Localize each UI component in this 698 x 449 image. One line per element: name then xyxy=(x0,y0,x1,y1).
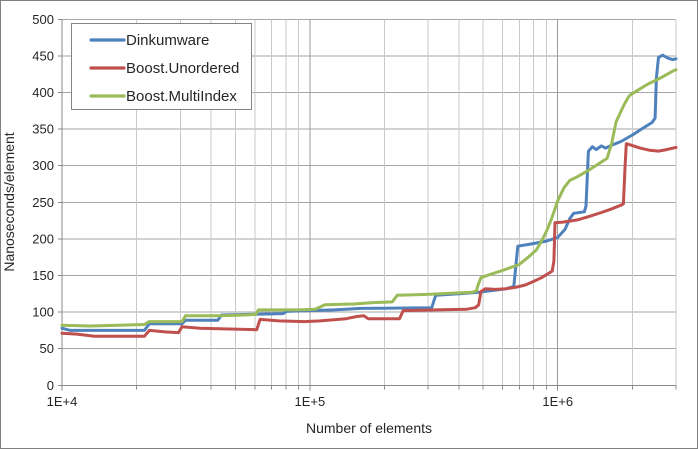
x-tick-label: 1E+4 xyxy=(47,394,78,409)
y-tick-label: 100 xyxy=(32,305,54,320)
y-tick-label: 50 xyxy=(40,341,54,356)
legend-entry-dinkumware: Dinkumware xyxy=(89,32,209,49)
series-line-boost-unordered xyxy=(60,142,678,338)
y-tick-label: 350 xyxy=(32,122,54,137)
y-tick-label: 300 xyxy=(32,158,54,173)
tick-labels: 0 50 100 150 200 250 300 350 400 450 500 1E+4 1E+5 1E… xyxy=(32,12,573,409)
legend: Dinkumware Boost.Unordered Boost.MultiIn… xyxy=(71,23,252,110)
y-tick-label: 450 xyxy=(32,48,54,63)
y-axis-title: Nanoseconds/element xyxy=(1,132,17,271)
legend-entry-boost-unordered: Boost.Unordered xyxy=(89,60,239,77)
y-tick-label: 400 xyxy=(32,85,54,100)
y-tick-label: 500 xyxy=(32,12,54,27)
x-tick-label: 1E+6 xyxy=(542,394,573,409)
legend-entry-boost-multiindex: Boost.MultiIndex xyxy=(89,88,237,105)
y-tick-label: 200 xyxy=(32,231,54,246)
y-tick-label: 250 xyxy=(32,195,54,210)
y-tick-label: 0 xyxy=(47,378,54,393)
legend-label-boost-multiindex: Boost.MultiIndex xyxy=(126,88,237,105)
x-tick-label: 1E+5 xyxy=(295,394,326,409)
series-lines xyxy=(60,53,678,338)
x-axis-title: Number of elements xyxy=(306,420,432,436)
y-tick-label: 150 xyxy=(32,268,54,283)
series-line-boost-multiindex xyxy=(60,68,678,328)
legend-label-dinkumware: Dinkumware xyxy=(126,32,209,49)
legend-label-boost-unordered: Boost.Unordered xyxy=(126,60,239,77)
